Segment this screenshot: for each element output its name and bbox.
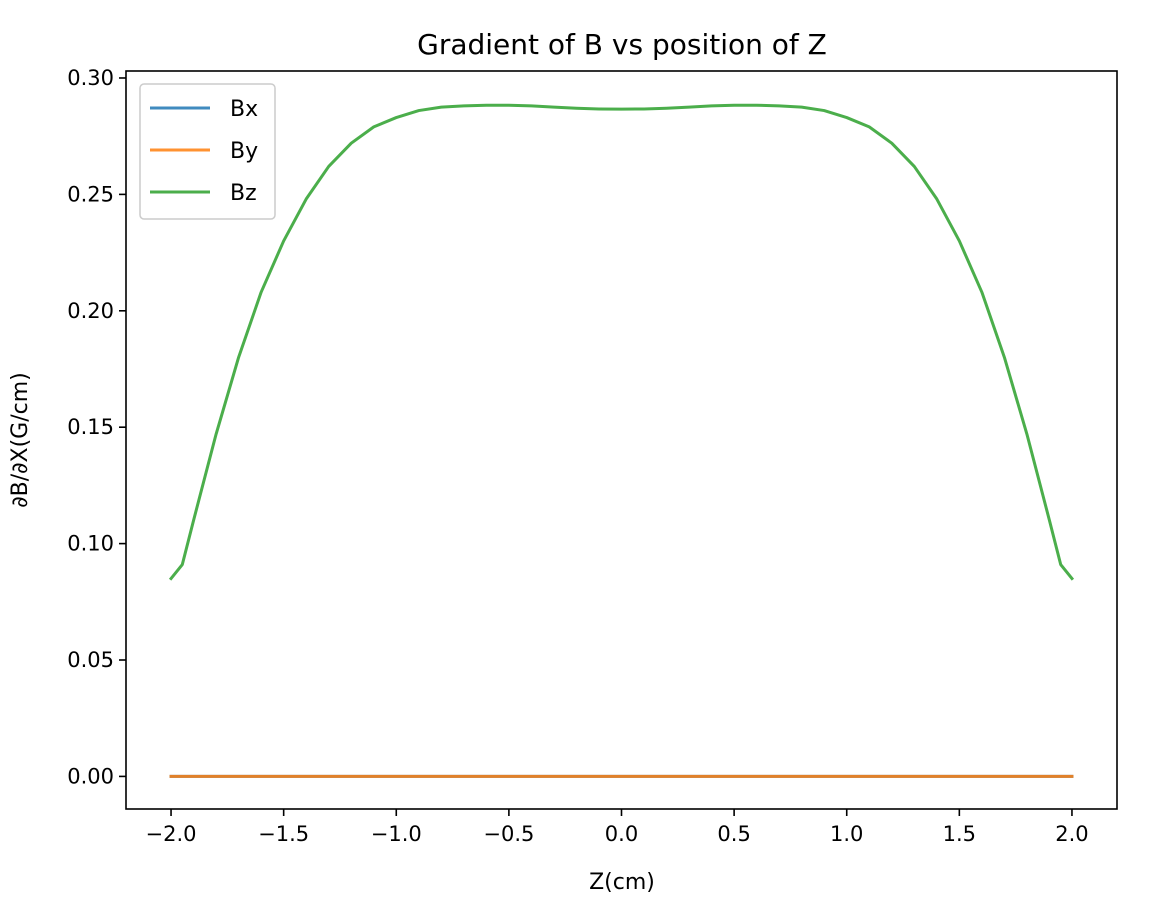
y-tick-label: 0.15 — [67, 415, 114, 439]
x-tick-label: 0.0 — [605, 822, 638, 846]
x-tick-label: −1.0 — [371, 822, 422, 846]
y-tick-label: 0.10 — [67, 532, 114, 556]
x-tick-label: 2.0 — [1055, 822, 1088, 846]
x-axis-title: Z(cm) — [589, 870, 655, 895]
x-tick-label: −2.0 — [146, 822, 197, 846]
y-tick-label: 0.25 — [67, 182, 114, 206]
y-axis-title: ∂B/∂X(G/cm) — [8, 372, 33, 507]
legend-label-bz: Bz — [230, 181, 257, 206]
y-tick-label: 0.00 — [67, 764, 114, 788]
legend-label-bx: Bx — [230, 97, 258, 122]
x-tick-label: −1.5 — [258, 822, 309, 846]
y-tick-label: 0.20 — [67, 299, 114, 323]
x-tick-label: −0.5 — [483, 822, 534, 846]
y-tick-label: 0.30 — [67, 66, 114, 90]
x-tick-label: 0.5 — [717, 822, 750, 846]
series-line-bz — [168, 103, 1075, 581]
y-axis: 0.00 0.05 0.10 0.15 0.20 0.25 0.30 — [67, 66, 126, 788]
chart-title: Gradient of B vs position of Z — [417, 28, 827, 61]
legend: Bx By Bz — [139, 83, 276, 220]
y-tick-label: 0.05 — [67, 648, 114, 672]
series-layer — [168, 103, 1075, 778]
x-tick-label: 1.0 — [830, 822, 863, 846]
x-axis: −2.0 −1.5 −1.0 −0.5 0.0 0.5 1.0 1.5 2.0 — [146, 809, 1089, 846]
legend-label-by: By — [230, 139, 258, 164]
x-tick-label: 1.5 — [943, 822, 976, 846]
